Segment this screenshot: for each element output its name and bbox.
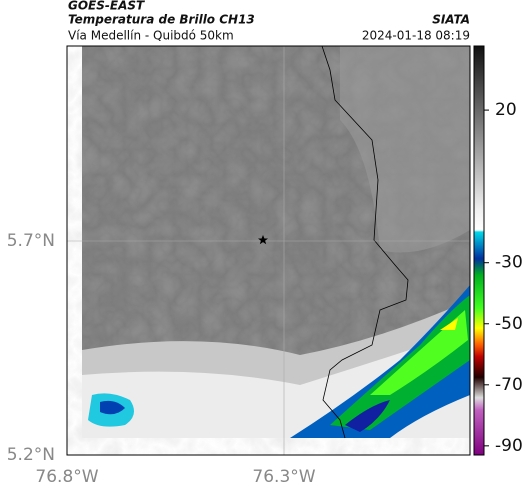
colorbar-tick-label: -50: [495, 314, 523, 334]
colorbar-tick-label: 20: [495, 100, 517, 120]
colorbar-tick-label: -90: [495, 436, 523, 456]
imagery: [67, 46, 470, 455]
title: GOES-EAST: [68, 0, 145, 13]
lat-label: 5.2°N: [7, 445, 55, 465]
source: SIATA: [432, 13, 470, 27]
timestamp: 2024-01-18 08:19: [362, 29, 470, 43]
colorbar-tick-label: -70: [495, 375, 523, 395]
colorbar-tick-label: -30: [495, 253, 523, 273]
lon-label: 76.3°W: [252, 467, 315, 487]
lon-label: 76.8°W: [35, 467, 98, 487]
colorbar: [473, 45, 485, 456]
region: Vía Medellín - Quibdó 50km: [68, 29, 234, 43]
map-frame: [66, 45, 471, 456]
colorbar-ticks: 20 -30 -50 -70 -90: [484, 100, 523, 456]
lat-label: 5.7°N: [7, 231, 55, 251]
subtitle: Temperatura de Brillo CH13: [68, 13, 255, 27]
